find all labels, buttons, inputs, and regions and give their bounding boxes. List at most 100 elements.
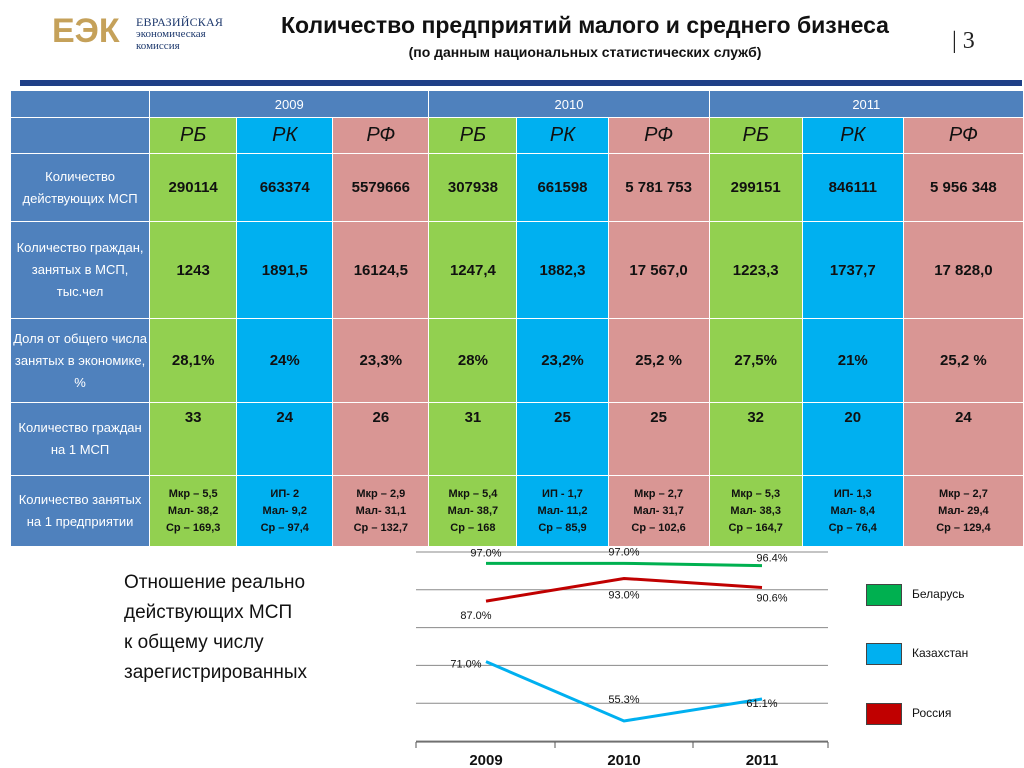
cell-line: Мал- 8,4: [830, 504, 875, 517]
table-cell: 17 567,0: [607, 221, 710, 319]
table-cell: 25,2 %: [902, 318, 1024, 403]
cell-line: Ср – 169,3: [165, 521, 221, 534]
data-label: 87.0%: [460, 610, 491, 622]
cell-line: ИП - 1,7: [542, 487, 583, 500]
table-cell: 26: [332, 402, 430, 476]
legend-label-belarus: Беларусь: [912, 587, 965, 601]
row-label: Количество занятых на 1 предприятии: [9, 475, 151, 547]
table-cell: 28%: [428, 318, 518, 403]
logo-line-1: ЕВРАЗИЙСКАЯ: [136, 15, 224, 29]
country-header: РК: [801, 117, 904, 154]
row-label: Количество граждан, занятых в МСП, тыс.ч…: [9, 221, 151, 319]
table-cell: 5 781 753: [607, 153, 710, 222]
slide-header: ЕЭК ЕВРАЗИЙСКАЯ экономическая комиссия К…: [0, 0, 1024, 88]
data-label: 55.3%: [608, 694, 639, 706]
page-number: | 3: [952, 28, 975, 54]
table-row: Количество граждан, занятых в МСП, тыс.ч…: [9, 221, 1024, 319]
cell-line: Мкр – 5,4: [448, 487, 498, 500]
table-cell: 23,2%: [516, 318, 609, 403]
legend-label-russia: Россия: [912, 706, 952, 720]
table-cell: 33: [149, 402, 238, 476]
logo-line-2: экономическая: [136, 28, 206, 40]
logo-line-3: комиссия: [136, 40, 180, 52]
cell-line: Мкр – 2,7: [938, 487, 988, 500]
cell-line: ИП- 1,3: [833, 487, 872, 500]
cell-line: Ср – 102,6: [631, 521, 686, 534]
series-line: [485, 660, 763, 723]
data-label: 90.6%: [756, 593, 787, 605]
table-cell: 290114: [149, 153, 238, 222]
table-cell: 28,1%: [149, 318, 238, 403]
table-cell: 16124,5: [332, 221, 430, 319]
table-cell: 20: [801, 402, 904, 476]
cell-line: Мал- 11,2: [537, 504, 588, 517]
eec-logo-mark: ЕЭК: [52, 12, 120, 48]
year-header: 2011: [708, 90, 1024, 118]
table-cell: 17 828,0: [902, 221, 1024, 319]
country-header: РК: [236, 117, 334, 154]
logo-text: ЕВРАЗИЙСКАЯ экономическая комиссия: [136, 16, 223, 52]
year-header: 2010: [428, 90, 710, 118]
cell-line: Мкр – 5,5: [168, 487, 218, 500]
cell-line: Ср – 132,7: [353, 521, 409, 534]
table-cell: ИП - 1,7 Мал- 11,2 Ср – 85,9: [516, 475, 609, 547]
cell-line: Ср – 76,4: [828, 521, 877, 534]
country-header-row: РБ РК РФ РБ РК РФ РБ РК РФ: [9, 117, 1024, 154]
table-cell: 1247,4: [428, 221, 518, 319]
x-tick-label: 2010: [607, 752, 640, 768]
cell-line: Мал- 31,7: [633, 504, 684, 517]
table-cell: 27,5%: [708, 318, 803, 403]
series-line: [486, 561, 763, 568]
ratio-line-chart: 2009 2010 2011 97.0% 97.0% 96.4% 87.0% 93.0% 90.…: [415, 548, 829, 768]
table-cell: 23,3%: [332, 318, 430, 403]
cell-line: Мкр – 5,3: [731, 487, 781, 500]
table-cell: 5 956 348: [902, 153, 1024, 222]
data-label: 97.0%: [608, 548, 639, 558]
table-cell: Мкр – 2,7 Мал- 31,7 Ср – 102,6: [607, 475, 710, 547]
data-label: 96.4%: [756, 553, 787, 565]
year-header: 2009: [149, 90, 430, 118]
country-header: РБ: [149, 117, 238, 154]
sme-statistics-table: 2009 2010 2011 РБ РК РФ РБ РК РФ РБ РК Р…: [9, 90, 1024, 547]
table-cell: 24%: [236, 318, 334, 403]
table-cell: 307938: [428, 153, 518, 222]
table-cell: 25,2 %: [607, 318, 710, 403]
cell-line: Мал- 29,4: [938, 504, 989, 517]
data-label: 97.0%: [470, 548, 501, 559]
cell-line: Ср – 129,4: [936, 521, 991, 534]
cell-line: Мал- 38,7: [447, 504, 499, 517]
cell-line: ИП- 2: [270, 487, 300, 500]
year-header-row: 2009 2010 2011: [9, 90, 1024, 118]
legend-swatch-kazakhstan: [866, 643, 902, 665]
table-cell: 25: [607, 402, 710, 476]
row-label: Количество граждан на 1 МСП: [9, 402, 151, 476]
table-cell: 24: [902, 402, 1024, 476]
data-label: 61.1%: [746, 698, 777, 710]
table-cell: 5579666: [332, 153, 430, 222]
cell-line: Мал- 31,1: [355, 504, 407, 517]
table-row: Доля от общего числа занятых в экономике…: [9, 318, 1024, 403]
country-header: РФ: [332, 117, 430, 154]
table-cell: 31: [428, 402, 518, 476]
table-cell: 1737,7: [801, 221, 904, 319]
cell-line: Мал- 9,2: [262, 504, 307, 517]
table-row: Количество действующих МСП 290114 663374…: [9, 153, 1024, 222]
table-cell: 299151: [708, 153, 803, 222]
cell-line: Мал- 38,2: [167, 504, 219, 517]
slide-title: Количество предприятий малого и среднего…: [281, 12, 889, 38]
table-cell: Мкр – 2,9 Мал- 31,1 Ср – 132,7: [332, 475, 430, 547]
table-cell: ИП- 2 Мал- 9,2 Ср – 97,4: [236, 475, 334, 547]
table-cell: 24: [236, 402, 334, 476]
corner-cell: [9, 117, 151, 154]
table-cell: 663374: [236, 153, 334, 222]
legend-label-kazakhstan: Казахстан: [912, 646, 969, 660]
country-header: РФ: [902, 117, 1024, 154]
table-cell: 21%: [801, 318, 904, 403]
row-label: Количество действующих МСП: [9, 153, 151, 222]
series-line: [485, 576, 763, 603]
data-label: 93.0%: [608, 589, 639, 601]
country-header: РК: [516, 117, 609, 154]
header-rule: [20, 80, 1022, 86]
legend-swatch-belarus: [866, 584, 902, 606]
country-header: РБ: [708, 117, 803, 154]
